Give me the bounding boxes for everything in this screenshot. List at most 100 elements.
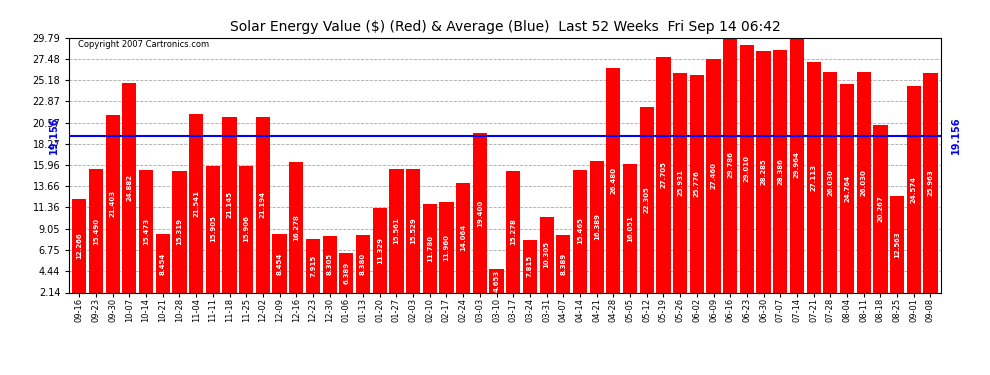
Text: 4.653: 4.653 xyxy=(494,270,500,292)
Bar xyxy=(656,57,670,292)
Bar xyxy=(106,115,120,292)
Text: 26.030: 26.030 xyxy=(860,169,866,196)
Bar xyxy=(773,51,787,292)
Text: 21.145: 21.145 xyxy=(227,191,233,218)
Bar xyxy=(340,254,353,292)
Text: 25.776: 25.776 xyxy=(694,170,700,197)
Text: 12.266: 12.266 xyxy=(76,232,82,259)
Text: 25.931: 25.931 xyxy=(677,170,683,196)
Bar xyxy=(440,202,453,292)
Bar xyxy=(272,234,287,292)
Bar xyxy=(556,235,570,292)
Text: 7.815: 7.815 xyxy=(527,255,533,278)
Bar xyxy=(406,169,420,292)
Text: 15.490: 15.490 xyxy=(93,217,99,244)
Bar xyxy=(623,164,638,292)
Text: 15.465: 15.465 xyxy=(577,217,583,244)
Bar xyxy=(573,170,587,292)
Bar xyxy=(506,171,521,292)
Text: 27.705: 27.705 xyxy=(660,161,666,188)
Bar xyxy=(372,208,387,292)
Bar xyxy=(72,199,86,292)
Text: 8.454: 8.454 xyxy=(159,252,165,274)
Bar xyxy=(824,72,838,292)
Text: 15.278: 15.278 xyxy=(510,219,516,245)
Text: 15.473: 15.473 xyxy=(144,217,149,244)
Bar xyxy=(523,240,537,292)
Text: 29.964: 29.964 xyxy=(794,151,800,178)
Bar xyxy=(807,62,821,292)
Bar xyxy=(924,73,938,292)
Bar xyxy=(606,68,621,292)
Text: 7.915: 7.915 xyxy=(310,255,316,277)
Bar xyxy=(640,106,653,292)
Text: 24.764: 24.764 xyxy=(844,175,850,202)
Text: 24.882: 24.882 xyxy=(127,174,133,201)
Bar xyxy=(89,170,103,292)
Bar xyxy=(890,196,904,292)
Text: 27.113: 27.113 xyxy=(811,164,817,191)
Bar xyxy=(907,86,921,292)
Bar xyxy=(856,72,871,292)
Bar xyxy=(255,117,270,292)
Text: 12.563: 12.563 xyxy=(894,231,900,258)
Bar xyxy=(740,45,754,292)
Text: 20.267: 20.267 xyxy=(877,195,883,222)
Bar xyxy=(707,59,721,292)
Text: 8.389: 8.389 xyxy=(560,252,566,275)
Bar xyxy=(289,162,303,292)
Text: 11.960: 11.960 xyxy=(444,234,449,261)
Bar xyxy=(590,161,604,292)
Text: 15.561: 15.561 xyxy=(393,217,399,244)
Bar xyxy=(840,84,854,292)
Text: 15.905: 15.905 xyxy=(210,216,216,243)
Text: 29.010: 29.010 xyxy=(743,155,749,182)
Bar xyxy=(155,234,170,292)
Text: 19.400: 19.400 xyxy=(477,199,483,226)
Text: Copyright 2007 Cartronics.com: Copyright 2007 Cartronics.com xyxy=(78,40,209,49)
Bar xyxy=(389,169,404,292)
Text: 8.454: 8.454 xyxy=(276,252,282,274)
Bar xyxy=(540,217,553,292)
Bar xyxy=(423,204,437,292)
Text: 21.194: 21.194 xyxy=(260,191,266,218)
Bar xyxy=(189,114,203,292)
Bar xyxy=(356,235,370,292)
Text: 21.541: 21.541 xyxy=(193,189,199,216)
Text: 16.051: 16.051 xyxy=(627,215,633,242)
Bar xyxy=(673,73,687,292)
Text: 15.319: 15.319 xyxy=(176,218,182,245)
Text: 19.156: 19.156 xyxy=(950,117,960,154)
Bar xyxy=(790,36,804,292)
Bar xyxy=(123,83,137,292)
Bar xyxy=(139,170,153,292)
Bar xyxy=(456,183,470,292)
Text: 26.480: 26.480 xyxy=(611,167,617,194)
Text: 8.380: 8.380 xyxy=(360,253,366,275)
Bar xyxy=(306,239,320,292)
Text: 21.403: 21.403 xyxy=(110,190,116,217)
Text: 26.030: 26.030 xyxy=(828,169,834,196)
Bar xyxy=(489,269,504,292)
Text: 10.305: 10.305 xyxy=(544,242,549,268)
Bar xyxy=(473,134,487,292)
Text: 11.329: 11.329 xyxy=(377,237,383,264)
Text: 28.285: 28.285 xyxy=(760,159,766,185)
Text: 6.389: 6.389 xyxy=(344,262,349,284)
Text: 25.963: 25.963 xyxy=(928,169,934,196)
Text: 15.529: 15.529 xyxy=(410,217,416,244)
Bar xyxy=(223,117,237,292)
Text: 24.574: 24.574 xyxy=(911,176,917,202)
Bar xyxy=(172,171,186,292)
Bar xyxy=(873,125,887,292)
Text: 27.460: 27.460 xyxy=(711,162,717,189)
Bar xyxy=(756,51,770,292)
Title: Solar Energy Value ($) (Red) & Average (Blue)  Last 52 Weeks  Fri Sep 14 06:42: Solar Energy Value ($) (Red) & Average (… xyxy=(230,20,780,33)
Text: 29.786: 29.786 xyxy=(728,152,734,178)
Text: 8.305: 8.305 xyxy=(327,253,333,275)
Bar xyxy=(323,236,337,292)
Text: 14.064: 14.064 xyxy=(460,224,466,251)
Bar xyxy=(240,165,253,292)
Bar xyxy=(690,75,704,292)
Text: 11.780: 11.780 xyxy=(427,234,433,262)
